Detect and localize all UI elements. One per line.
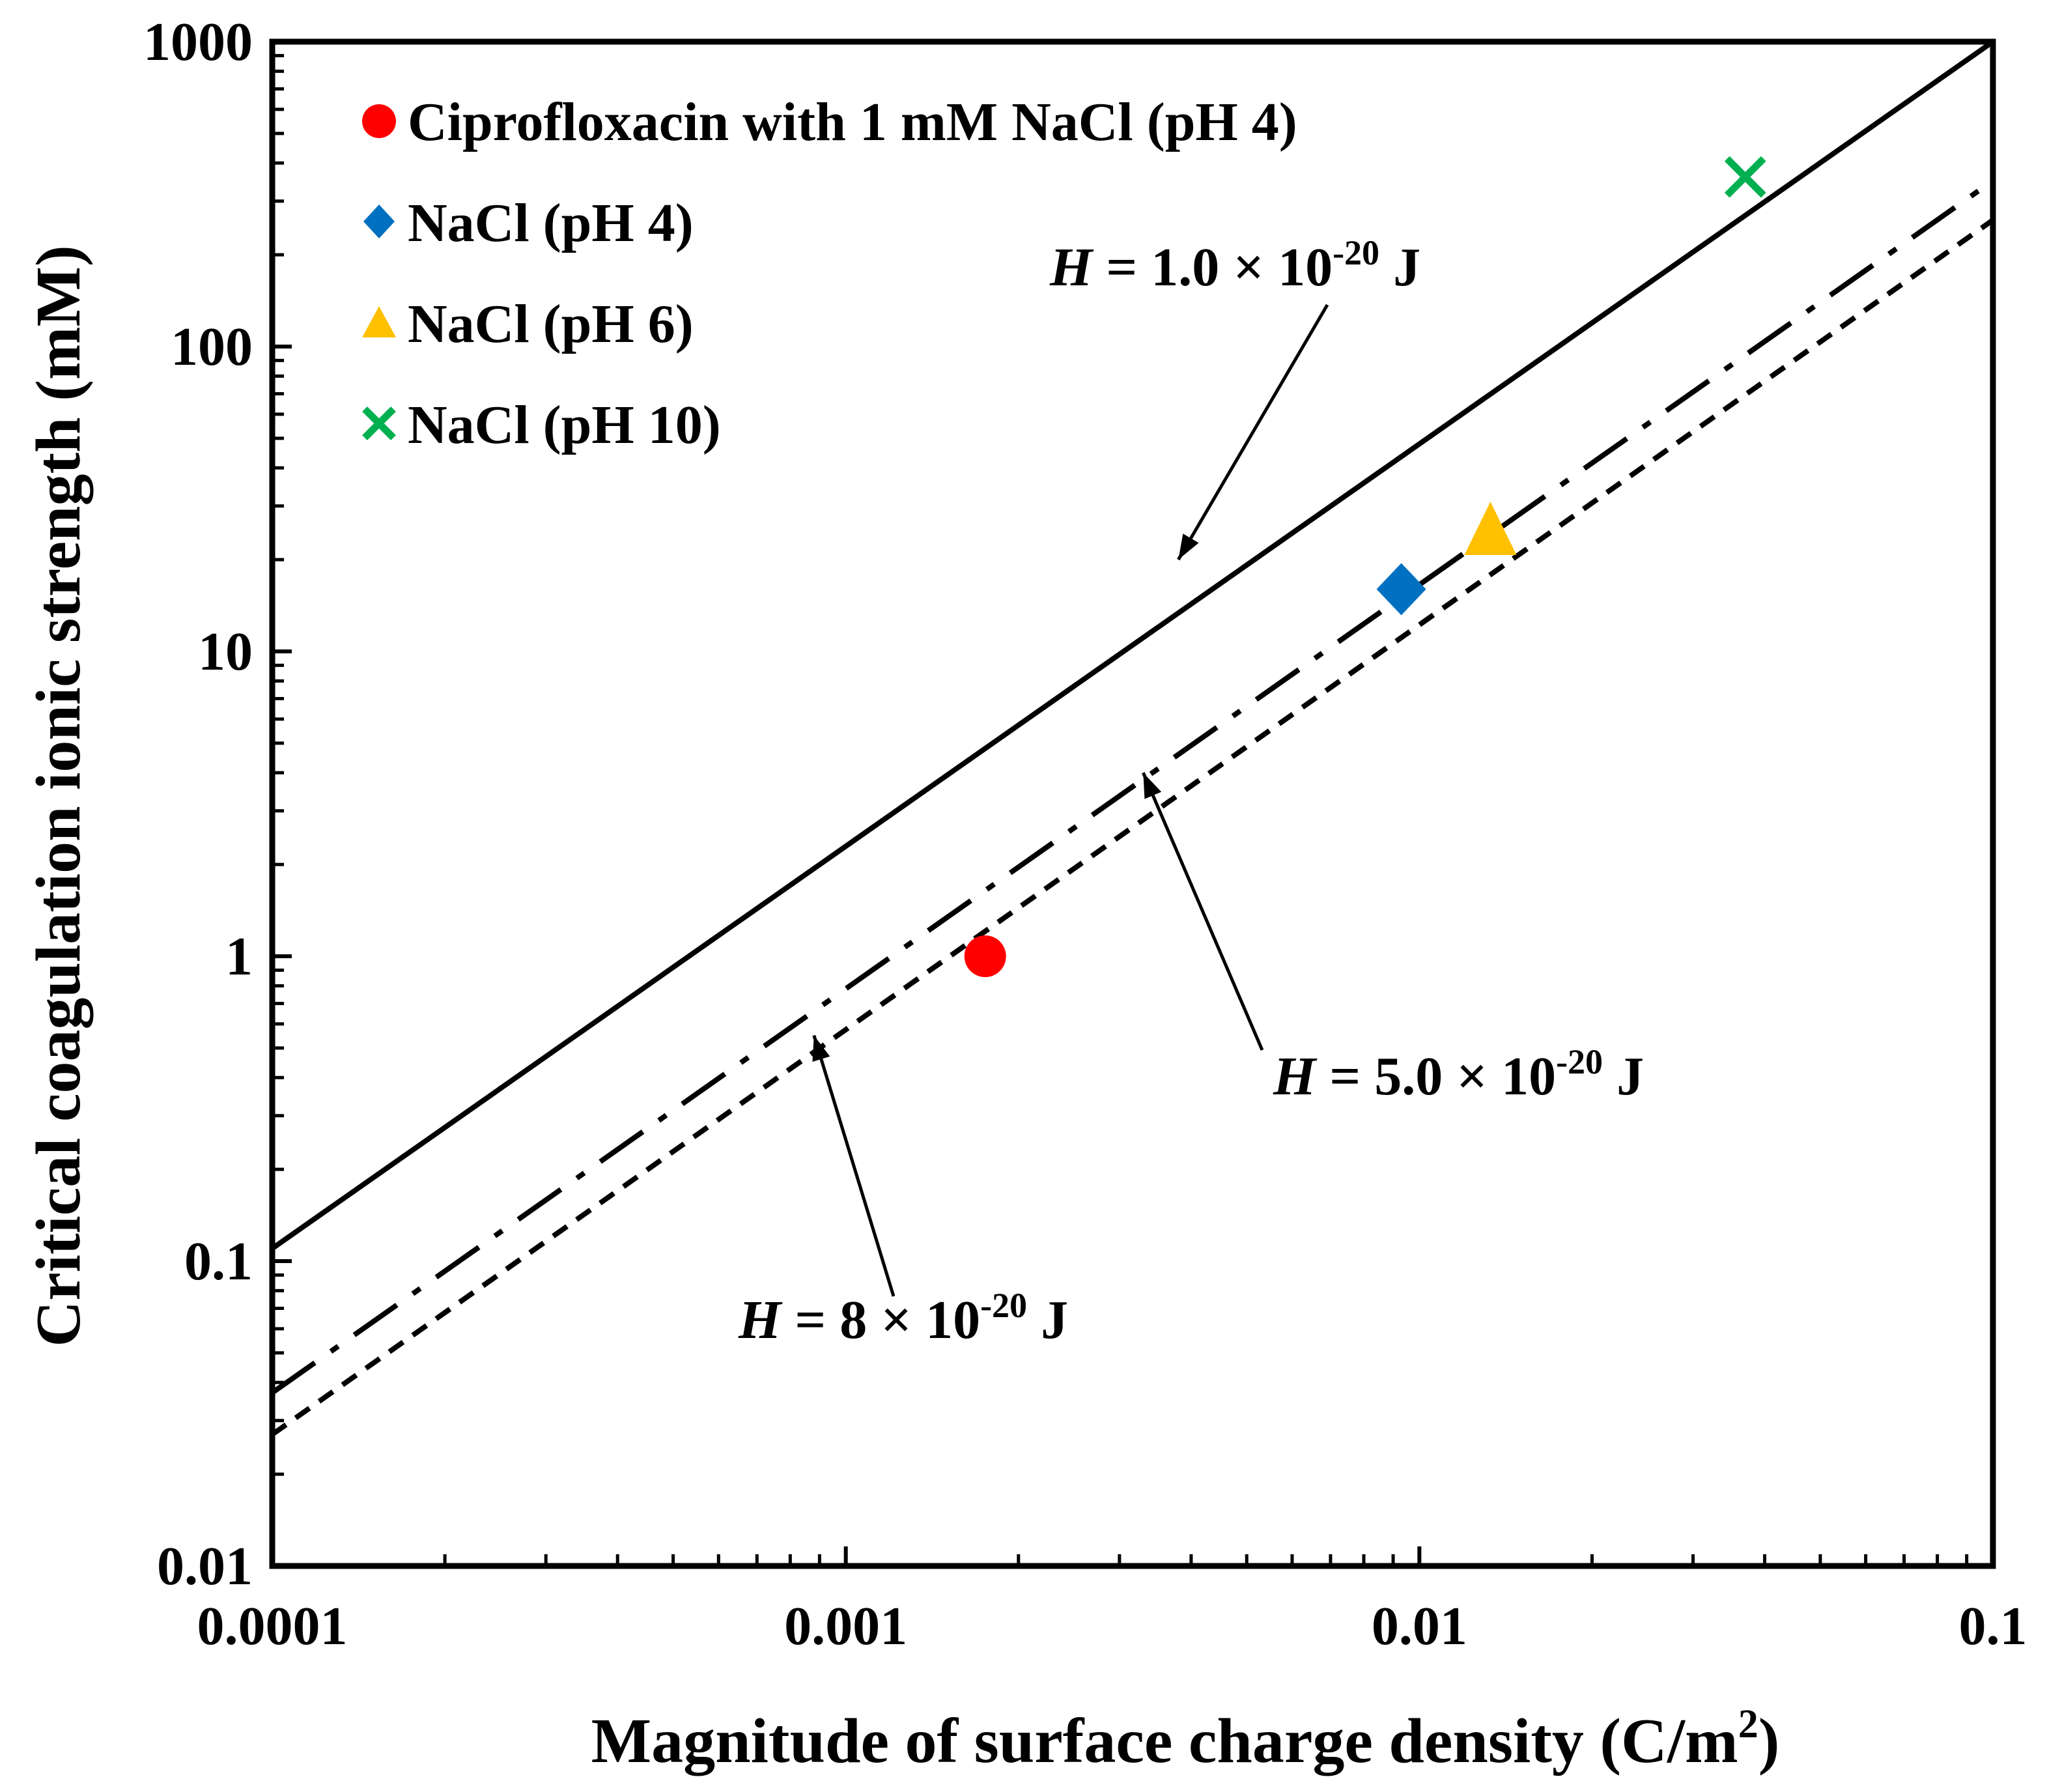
- data-point-diamond: [1376, 563, 1426, 616]
- x-axis-title-sup: 2: [1738, 1702, 1758, 1746]
- annotation-arrows: [812, 304, 1329, 1297]
- legend-label-0: Ciprofloxacin with 1 mM NaCl (pH 4): [408, 92, 1297, 152]
- legend-marker-circle: [362, 104, 396, 138]
- y-axis-title: Critical coagulation ionic strength (mM): [23, 245, 94, 1346]
- x-tick-label: 0.0001: [197, 1596, 348, 1657]
- y-tick-labels: 0.01 0.1 1 10 100 1000: [143, 12, 253, 1597]
- data-point-x-stroke-b: [1724, 156, 1766, 198]
- x-tick-label: 0.001: [784, 1596, 907, 1657]
- y-tick-label: 1: [225, 926, 253, 987]
- annotation-arrow-line: [1142, 772, 1264, 1051]
- annotation-arrow-line: [1177, 304, 1329, 561]
- annotation-arrow-line: [812, 1034, 896, 1297]
- x-tick-label: 0.01: [1372, 1596, 1467, 1657]
- model-line-dashed: [270, 218, 1995, 1437]
- model-line-solid: [270, 39, 1995, 1251]
- legend-marker-diamond: [363, 205, 395, 238]
- legend-label-3: NaCl (pH 10): [408, 395, 721, 455]
- annotation-arrowhead: [1178, 533, 1199, 560]
- annotation-h1-exponent: -20: [1333, 233, 1379, 272]
- y-tick-label: 1000: [143, 12, 253, 72]
- x-axis-title: Magnitude of surface charge density (C/m…: [591, 1702, 1780, 1776]
- annotation-h1-unit: J: [1379, 237, 1420, 298]
- data-point-x: [1724, 156, 1766, 198]
- legend-marker-triangle: [362, 306, 396, 337]
- annotation-h8-symbol: H: [738, 1290, 783, 1350]
- data-point-circle: [964, 935, 1006, 977]
- x-tick-label: 0.1: [1959, 1596, 2027, 1657]
- y-tick-label: 0.01: [157, 1536, 253, 1597]
- x-axis-title-end: ): [1758, 1706, 1780, 1776]
- y-tick-label: 0.1: [184, 1231, 253, 1292]
- x-axis-title-main: Magnitude of surface charge density (C/m: [591, 1706, 1738, 1776]
- annotation-h5-exponent: -20: [1556, 1042, 1603, 1081]
- annotation-h5-symbol: H: [1273, 1046, 1318, 1107]
- annotation-h8-exponent: -20: [980, 1286, 1027, 1325]
- annotation-h1-symbol: H: [1049, 237, 1094, 298]
- legend-label-2: NaCl (pH 6): [408, 294, 694, 354]
- data-point-triangle: [1464, 502, 1517, 556]
- annotation-h8-unit: J: [1027, 1290, 1068, 1350]
- legend: Ciprofloxacin with 1 mM NaCl (pH 4) NaCl…: [362, 92, 1297, 455]
- annotation-h1: H = 1.0 × 10-20 J: [1049, 233, 1420, 298]
- annotation-h8-text: = 8 × 10: [781, 1290, 980, 1350]
- annotation-h5-unit: J: [1603, 1046, 1644, 1107]
- model-lines: [270, 39, 1995, 1437]
- plot-frame: [269, 38, 1996, 1569]
- minor-ticks: [272, 53, 1969, 1566]
- annotation-arrowhead: [1143, 773, 1162, 799]
- y-tick-label: 10: [198, 621, 253, 682]
- x-tick-labels: 0.0001 0.001 0.01 0.1: [197, 1596, 2027, 1657]
- annotation-h5-text: = 5.0 × 10: [1316, 1046, 1556, 1107]
- annotation-h1-text: = 1.0 × 10: [1092, 237, 1333, 298]
- major-ticks: [270, 40, 1995, 1568]
- annotation-h8: H = 8 × 10-20 J: [738, 1286, 1068, 1350]
- legend-label-1: NaCl (pH 4): [408, 193, 694, 253]
- annotation-h5: H = 5.0 × 10-20 J: [1273, 1042, 1644, 1107]
- annotation-arrowhead: [812, 1035, 830, 1062]
- model-line-dash-dot: [270, 178, 1995, 1395]
- data-points: [964, 156, 1766, 977]
- y-tick-label: 100: [171, 317, 253, 377]
- legend-marker-x: [362, 406, 396, 440]
